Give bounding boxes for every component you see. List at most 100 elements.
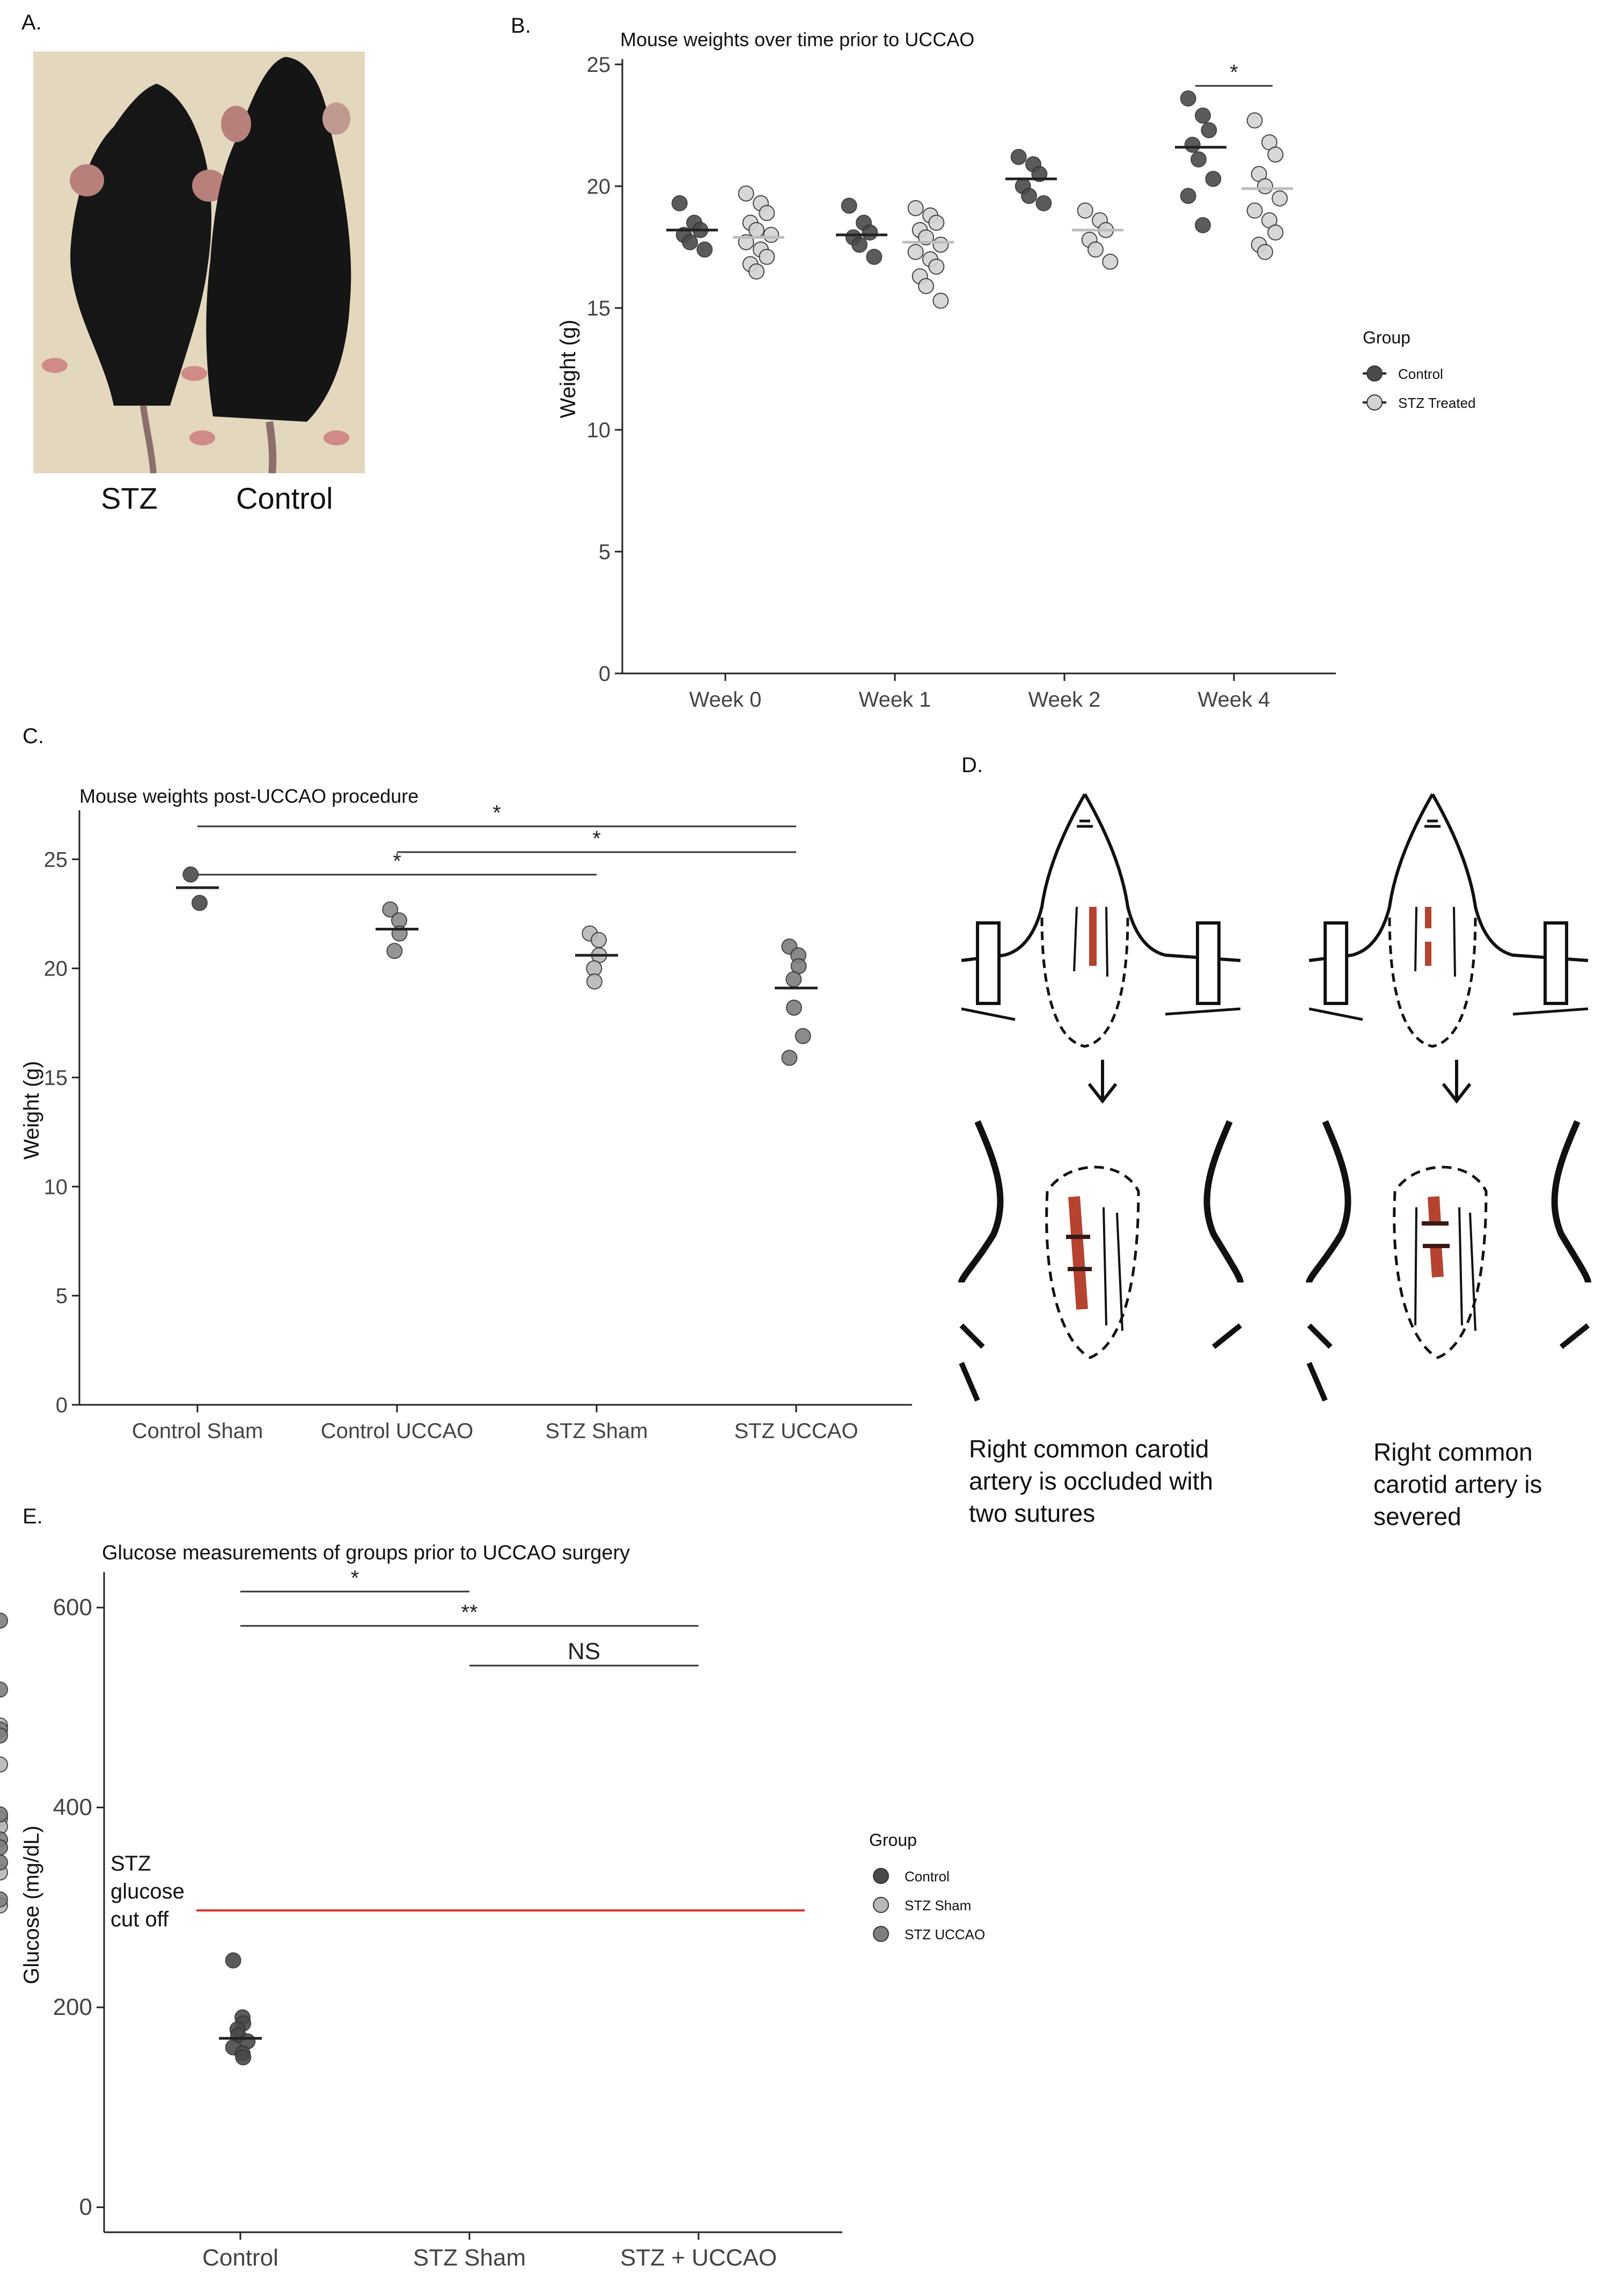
data-point: [192, 895, 208, 911]
data-point: [1010, 149, 1027, 165]
data-point: [907, 200, 924, 216]
data-point: [182, 866, 199, 883]
data-point: [1184, 136, 1201, 153]
x-tick-label: STZ Sham: [545, 1419, 648, 1443]
chart-title: Glucose measurements of groups prior to …: [102, 1542, 630, 1564]
data-point: [781, 1050, 798, 1066]
legend-title: Group: [869, 1830, 917, 1850]
data-point: [851, 236, 868, 253]
chart-title: Mouse weights post-UCCAO procedure: [79, 785, 418, 807]
data-point: [1102, 253, 1119, 270]
chart-title: Mouse weights over time prior to UCCAO: [620, 28, 974, 50]
chart-e: Glucose measurements of groups prior to …: [0, 1542, 985, 2271]
data-point: [841, 197, 857, 214]
data-point: [586, 973, 602, 990]
data-point: [696, 241, 713, 258]
y-tick-label: 400: [53, 1794, 92, 1820]
diagram-caption-occluded: Right common carotid artery is occluded …: [969, 1435, 1214, 1527]
legend-key: [1366, 394, 1383, 410]
y-tick-label: 25: [587, 53, 611, 77]
legend-key: [1366, 365, 1383, 382]
data-point: [0, 1727, 8, 1744]
x-tick-label: Control Sham: [132, 1419, 263, 1443]
x-tick-label: STZ + UCCAO: [620, 2245, 777, 2271]
photo-caption-control: Control: [236, 481, 333, 515]
y-tick-label: 5: [56, 1285, 68, 1308]
data-point: [1180, 90, 1196, 107]
significance-label: *: [1230, 61, 1238, 84]
mouse-photo: [33, 52, 365, 473]
x-tick-label: STZ UCCAO: [734, 1419, 858, 1443]
data-point: [1257, 244, 1273, 260]
photo-caption-stz: STZ: [101, 481, 158, 515]
y-axis-label: Glucose (mg/dL): [20, 1826, 43, 1984]
y-tick-label: 10: [587, 419, 611, 442]
data-point: [763, 226, 780, 243]
data-point: [862, 224, 878, 241]
y-tick-label: 200: [53, 1994, 92, 2020]
data-point: [1035, 195, 1052, 211]
data-point: [1077, 202, 1093, 219]
panel-label-e: E.: [23, 1505, 43, 1528]
data-point: [759, 204, 775, 221]
data-point: [0, 1818, 8, 1835]
y-tick-label: 15: [587, 297, 611, 320]
data-point: [682, 234, 698, 251]
x-tick-label: Week 1: [859, 688, 931, 712]
panel-label-d: D.: [961, 753, 983, 777]
data-point: [866, 248, 883, 265]
data-point: [1246, 112, 1263, 129]
legend-title: Group: [1363, 328, 1410, 347]
data-point: [738, 185, 754, 202]
legend-label: STZ UCCAO: [905, 1926, 985, 1942]
cutoff-label-line: cut off: [111, 1908, 169, 1931]
panel-label-b: B.: [511, 14, 531, 38]
x-tick-label: Control UCCAO: [321, 1419, 474, 1443]
legend-key: [873, 1926, 889, 1942]
legend-label: STZ Treated: [1398, 395, 1476, 411]
y-tick-label: 20: [44, 957, 68, 981]
data-point: [907, 244, 924, 260]
data-point: [785, 971, 802, 987]
data-point: [1180, 188, 1196, 204]
data-point: [1191, 151, 1207, 168]
legend-label: STZ Sham: [905, 1897, 971, 1914]
significance-label: *: [393, 849, 401, 873]
mouse-photo-illustration: [33, 52, 365, 473]
data-point: [1267, 146, 1284, 163]
chart-b: Mouse weights over time prior to UCCAO 0 5…: [556, 28, 1476, 712]
data-point: [1195, 107, 1211, 124]
cutoff-label-line: STZ: [111, 1852, 151, 1875]
legend-key: [873, 1868, 889, 1884]
y-tick-label: 600: [53, 1594, 92, 1621]
data-point: [1201, 122, 1217, 138]
significance-label: *: [351, 1566, 359, 1590]
data-point: [671, 195, 688, 211]
data-point: [225, 1952, 241, 1969]
data-point: [748, 263, 765, 280]
panel-label-c: C.: [23, 724, 44, 748]
y-tick-label: 5: [599, 540, 611, 564]
y-tick-label: 0: [56, 1394, 68, 1417]
y-tick-label: 0: [599, 662, 611, 686]
data-point: [928, 258, 945, 275]
y-tick-label: 25: [44, 848, 68, 871]
data-point: [591, 932, 607, 948]
x-tick-label: STZ Sham: [413, 2245, 526, 2271]
cutoff-label-line: glucose: [111, 1880, 185, 1903]
y-axis-label: Weight (g): [20, 1061, 43, 1160]
cutoff-label: STZ glucose cut off: [111, 1852, 185, 1931]
x-tick-label: Control: [202, 2245, 278, 2271]
data-point: [932, 236, 949, 253]
data-point: [0, 1612, 8, 1629]
y-tick-label: 15: [44, 1066, 68, 1090]
data-point: [918, 278, 934, 295]
y-tick-label: 20: [587, 175, 611, 199]
diagram-caption-severed: Right common carotid artery is severed: [1373, 1438, 1542, 1530]
y-tick-label: 10: [44, 1175, 68, 1199]
data-point: [759, 248, 775, 265]
data-point: [0, 1854, 8, 1871]
data-point: [1257, 178, 1273, 194]
legend-label: Control: [905, 1868, 950, 1885]
